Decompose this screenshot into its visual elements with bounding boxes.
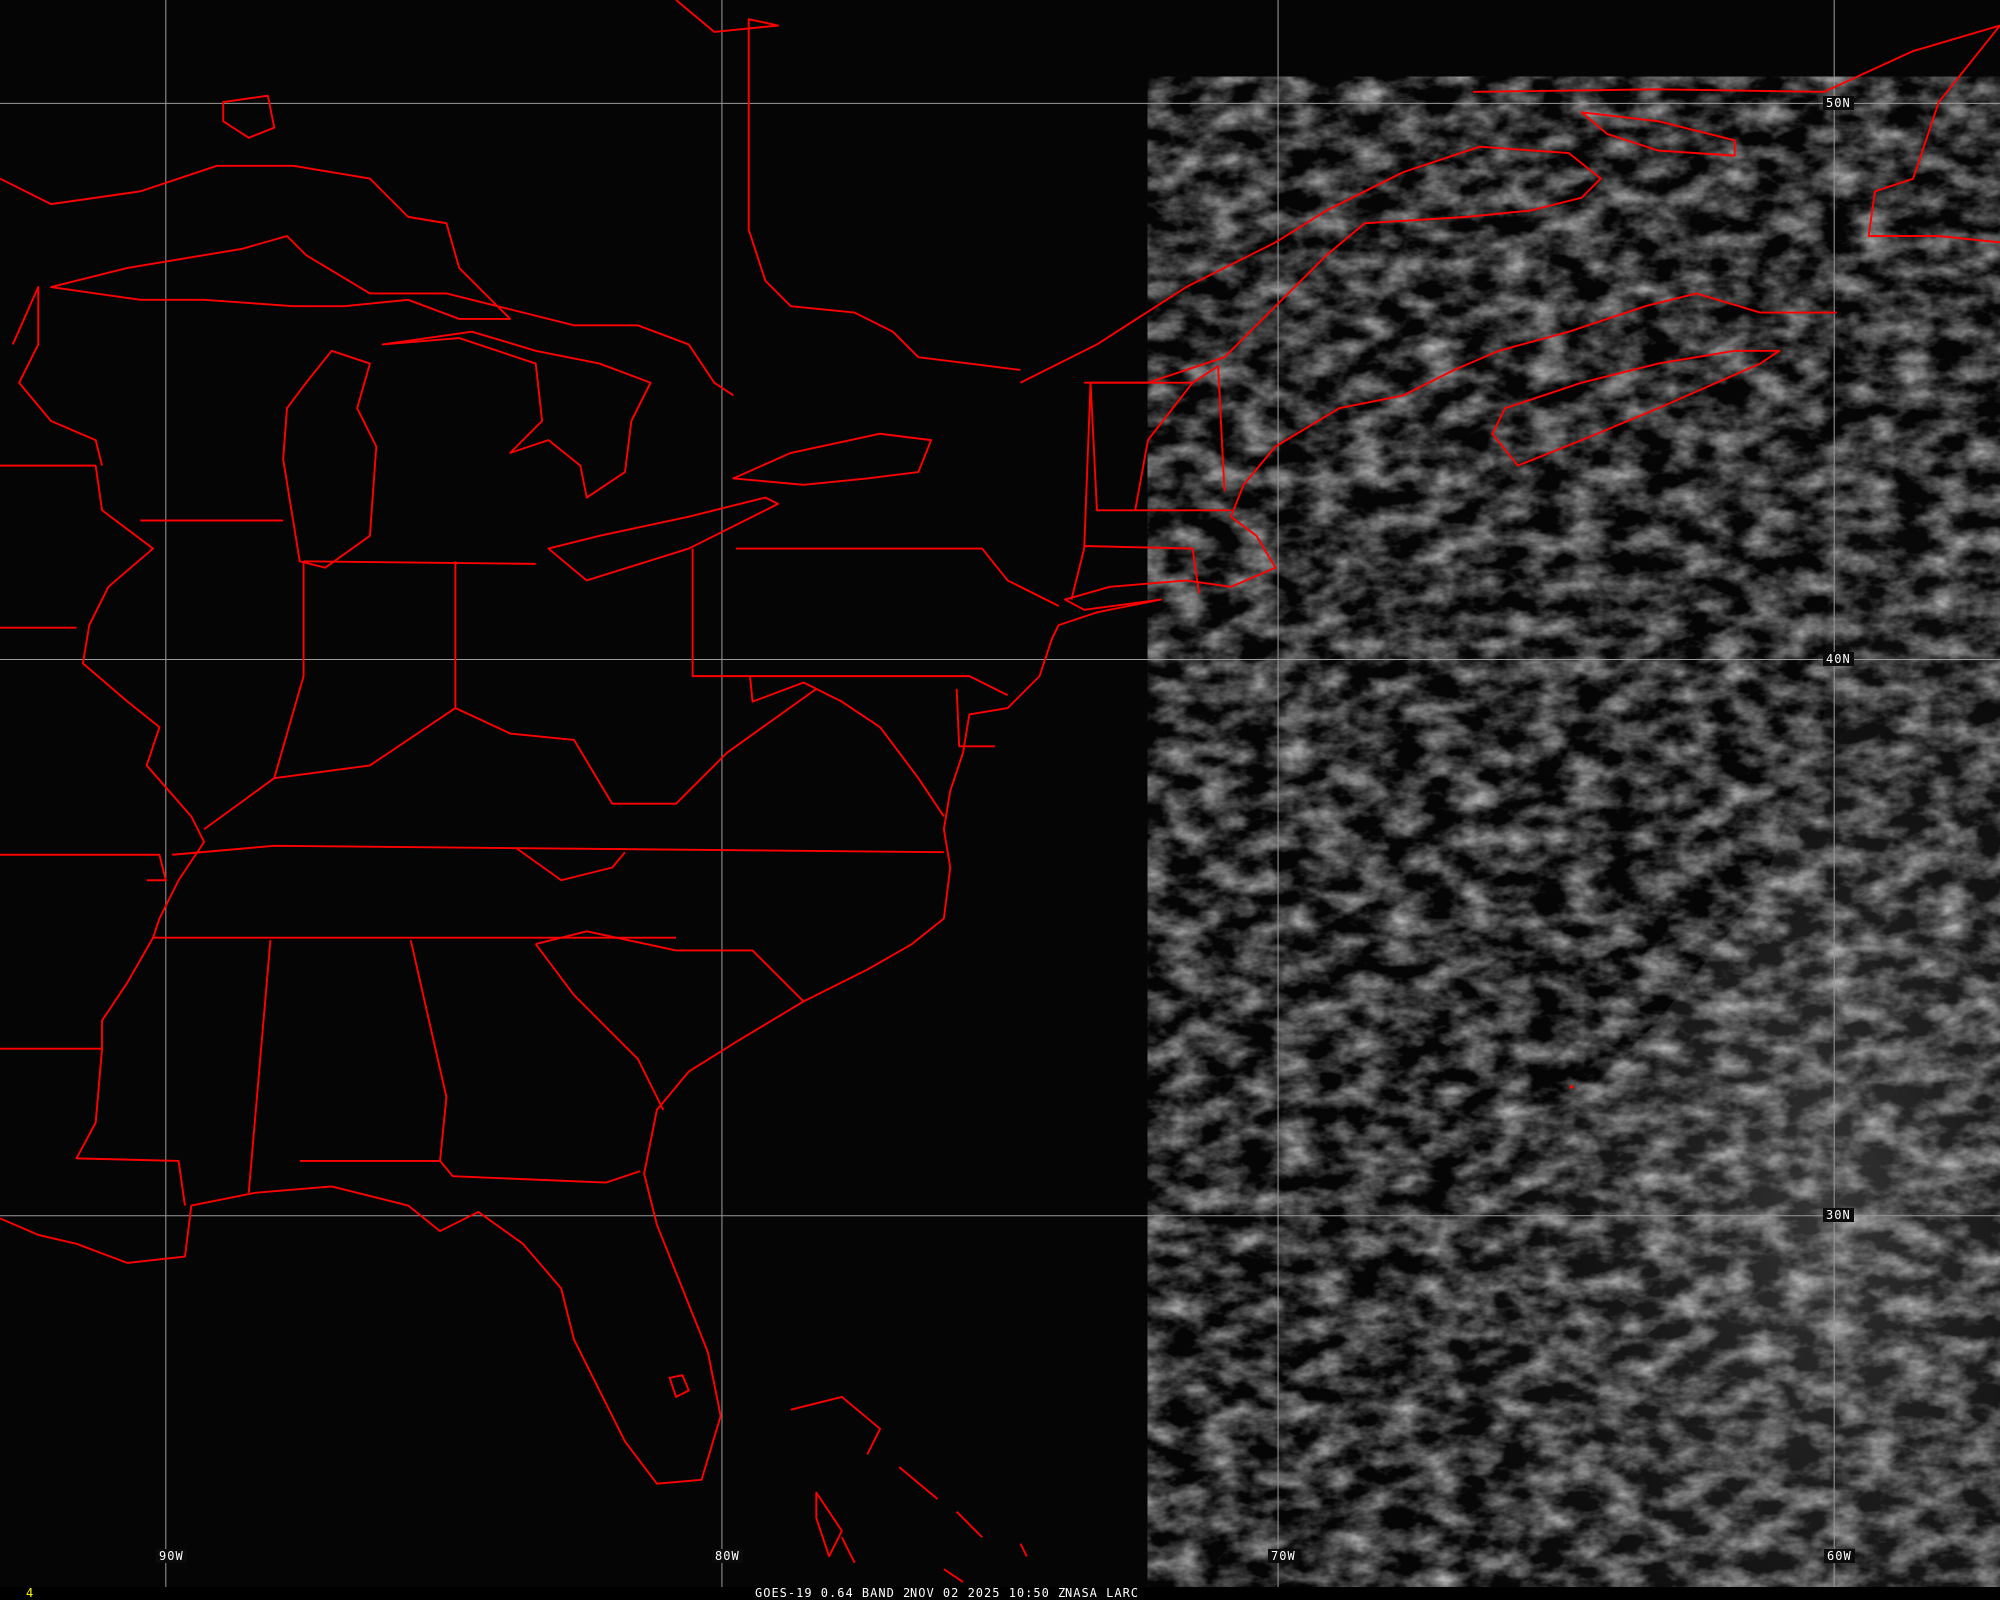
mississippi-river [0, 464, 206, 1049]
border-tn-north [172, 844, 944, 856]
border-florida-north [299, 1159, 641, 1184]
border-ar-mo [0, 853, 167, 882]
lon-label-80w: 80W [712, 1549, 743, 1563]
border-wv-va [749, 676, 945, 817]
hudson-bay-coastline [675, 0, 1021, 371]
bermuda [1569, 1085, 1574, 1089]
border-new-england [1070, 365, 1231, 600]
caption-bar: 4 GOES-19 0.64 BAND 2 NOV 02 2025 10:50 … [0, 1587, 2000, 1600]
nova-scotia-coastline [1491, 349, 1781, 467]
lat-label-50n: 50N [1823, 96, 1854, 110]
product-label: GOES-19 0.64 BAND 2 [755, 1586, 912, 1600]
border-ny-pa [735, 547, 1060, 607]
quebec-north-shore [1473, 24, 2000, 93]
lon-label-70w: 70W [1268, 1549, 1299, 1563]
border-in-il [273, 561, 305, 779]
lake-nipigon [222, 94, 276, 139]
anticosti-island [1580, 111, 1736, 157]
border-mi-south [303, 560, 536, 565]
datetime-label: NOV 02 2025 10:50 Z [910, 1586, 1067, 1600]
lake-superior [50, 235, 512, 320]
lon-label-90w: 90W [156, 1549, 187, 1563]
wisconsin-coast [11, 286, 103, 466]
lake-huron [381, 330, 652, 499]
border-al-ga [409, 939, 448, 1162]
lon-label-60w: 60W [1824, 1549, 1855, 1563]
cloud-field [1147, 76, 2000, 1587]
frame-number: 4 [26, 1586, 35, 1600]
border-ms-la [0, 1047, 186, 1206]
border-nc-va-coast [516, 847, 626, 882]
bahamas [790, 1395, 1028, 1583]
border-pa-md [691, 548, 1009, 697]
lake-ontario [732, 432, 933, 486]
source-label: NASA LARC [1065, 1586, 1140, 1600]
border-ga-sc [534, 943, 665, 1111]
border-ms-al [247, 940, 272, 1193]
lake-erie [547, 496, 780, 582]
border-ky-ohio-river [203, 688, 817, 830]
lat-label-30n: 30N [1823, 1208, 1854, 1222]
border-nc-sc [535, 930, 805, 1003]
newfoundland-coastline [1867, 24, 2000, 244]
east-coast-coastline [0, 292, 1837, 1485]
border-de-md [955, 688, 995, 748]
canada-upper-peninsula-coast [0, 164, 734, 397]
lake-okeechobee [668, 1374, 690, 1398]
st-lawrence-estuary [1019, 145, 1602, 384]
lat-label-40n: 40N [1823, 652, 1854, 666]
lake-michigan [282, 349, 378, 569]
